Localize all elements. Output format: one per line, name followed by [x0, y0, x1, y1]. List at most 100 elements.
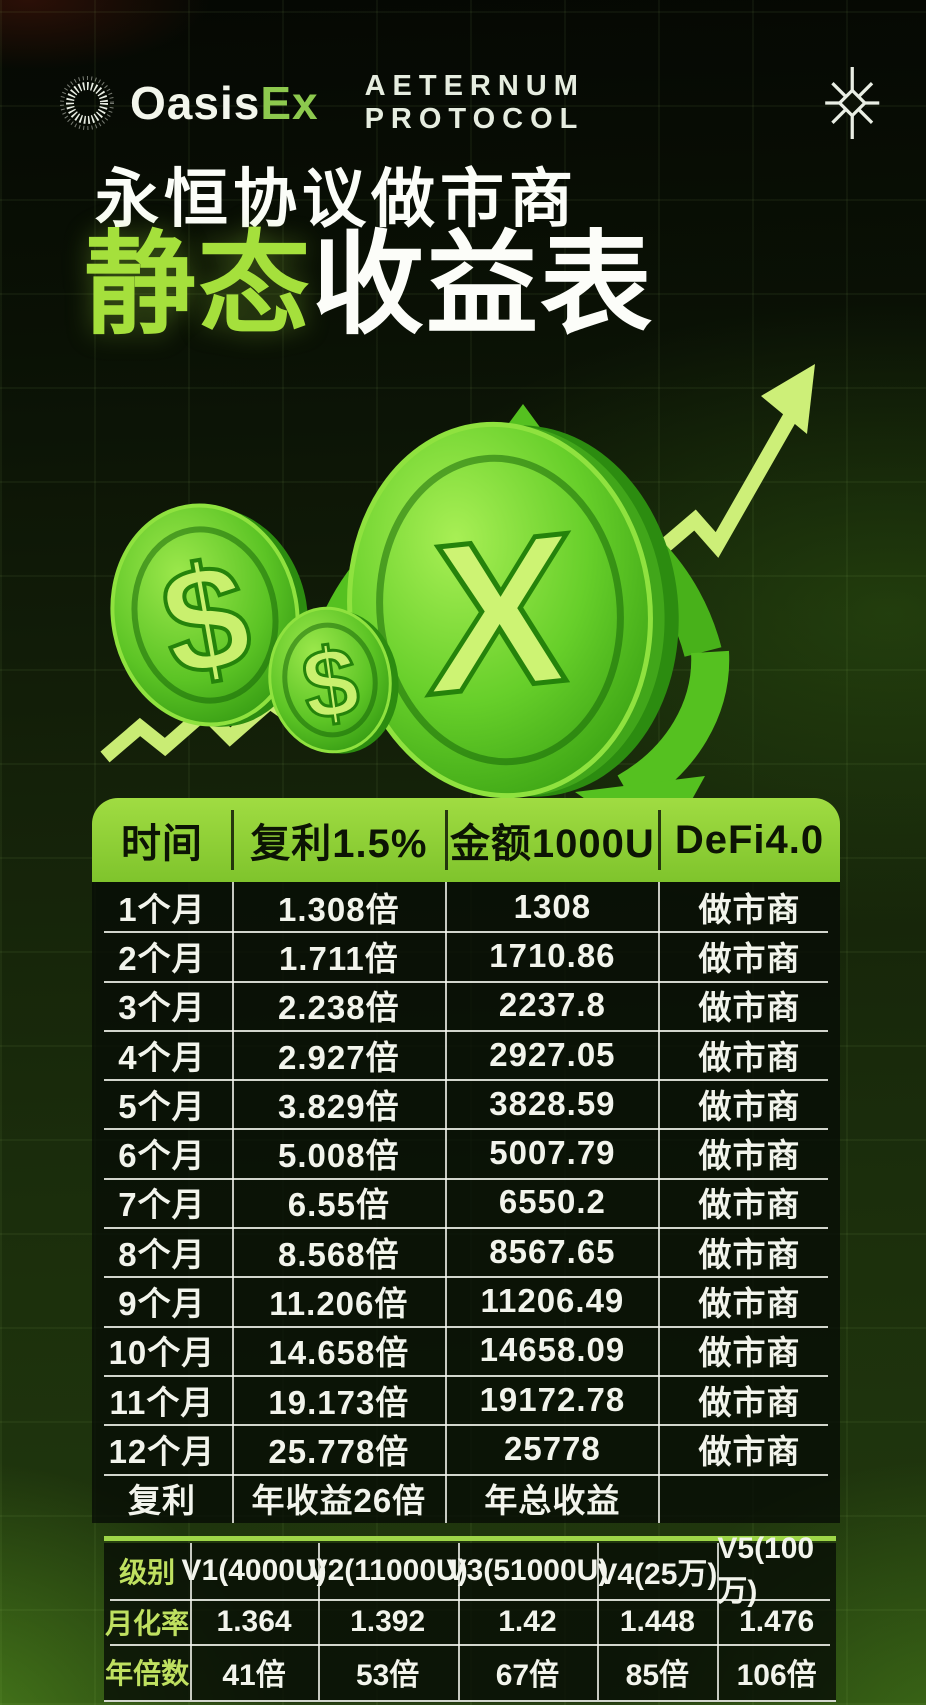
table-row: 6个月 5.008倍 5007.79 做市商 [92, 1128, 840, 1177]
table-row: 3个月 2.238倍 2237.8 做市商 [92, 980, 840, 1030]
table-cell: 1.308倍 [278, 890, 400, 928]
table-cell: 3828.59 [489, 1084, 616, 1122]
table-cell: 19172.78 [479, 1380, 626, 1418]
table-cell: 做市商 [698, 1235, 801, 1273]
table-cell: 11个月 [109, 1383, 215, 1421]
table-row: 8个月 8.568倍 8567.65 做市商 [92, 1227, 840, 1276]
table-cell: V4(25万) [597, 1558, 718, 1591]
table-cell: 1个月 [118, 890, 206, 928]
column-divider [597, 1543, 600, 1700]
row-label-cell: 年倍数 [105, 1658, 190, 1689]
income-header-cell: 金额1000U [444, 798, 659, 882]
column-divider [717, 1543, 720, 1700]
table-cell: 9个月 [118, 1285, 206, 1323]
title-white-part: 收益表 [312, 222, 654, 347]
table-cell: 2个月 [118, 939, 206, 977]
protocol-wordmark: AETERNUM PROTOCOL [364, 70, 585, 135]
table-cell: V2(11000U) [307, 1554, 468, 1587]
table-cell [659, 1474, 840, 1523]
table-cell: 12个月 [108, 1432, 216, 1470]
table-row: 4个月 2.927倍 2927.05 做市商 [92, 1029, 840, 1079]
starburst-icon [824, 66, 879, 140]
table-row: 1个月 1.308倍 1308 做市商 [92, 882, 840, 931]
oasisex-logo: OasisEx [58, 74, 319, 132]
table-cell: 做市商 [698, 890, 801, 928]
table-cell: 4个月 [118, 1038, 206, 1076]
title-green-part: 静态 [84, 222, 312, 347]
table-cell: V5(100万) [717, 1532, 815, 1608]
table-cell: 做市商 [698, 1137, 801, 1175]
table-cell: 1.448 [619, 1604, 695, 1638]
ex-word: Ex [260, 77, 319, 129]
income-table: 时间 复利1.5% 金额1000U DeFi4.0 1个月 1.308倍 1308 做市商 2… [92, 798, 840, 1523]
table-cell: 14.658倍 [268, 1334, 410, 1372]
table-cell: 年收益26倍 [251, 1482, 427, 1520]
income-table-body: 1个月 1.308倍 1308 做市商 2个月 1.711倍 1710.86 做市商 3个月 2.… [92, 882, 840, 1523]
table-cell: 1.711倍 [278, 939, 399, 977]
income-table-header: 时间 复利1.5% 金额1000U DeFi4.0 [92, 798, 840, 882]
table-row: 2个月 1.711倍 1710.86 做市商 [92, 931, 840, 980]
table-cell: 复利 [127, 1482, 196, 1520]
table-cell: 2237.8 [498, 986, 606, 1024]
table-cell: 2.927倍 [278, 1038, 400, 1076]
column-divider [445, 882, 448, 1523]
row-label-cell: 月化率 [105, 1607, 190, 1639]
table-cell: 25.778倍 [268, 1432, 410, 1470]
table-cell: 5007.79 [489, 1134, 616, 1172]
table-cell: 做市商 [698, 939, 801, 977]
row-label-cell: 级别 [119, 1557, 176, 1588]
income-header-cell: 复利1.5% [230, 798, 446, 882]
table-cell: 做市商 [698, 1334, 801, 1372]
table-cell: 8567.65 [489, 1232, 616, 1270]
table-cell: 1.364 [216, 1604, 292, 1638]
dollar-coin: $ [110, 503, 309, 727]
table-cell: 25778 [504, 1429, 601, 1467]
table-cell: 11206.49 [480, 1282, 625, 1320]
table-cell: 67倍 [495, 1659, 560, 1692]
table-row: 级别 V1(4000U) V2(11000U) V3(51000U) V4(25万) V5… [104, 1532, 836, 1608]
table-cell: 5.008倍 [278, 1137, 400, 1175]
table-cell: 做市商 [698, 1038, 801, 1076]
x-coin: X [347, 421, 679, 799]
table-row: 11个月 19.173倍 19172.78 做市商 [92, 1374, 840, 1424]
table-cell: 1.392 [350, 1604, 426, 1638]
table-cell: 做市商 [698, 989, 801, 1027]
table-cell: 53倍 [355, 1659, 420, 1692]
column-divider [658, 882, 661, 1523]
aeternum-protocol-logo: AETERNUM PROTOCOL [365, 60, 886, 146]
table-cell: 14658.09 [479, 1331, 626, 1369]
oasisex-wordmark: OasisEx [130, 76, 319, 130]
column-divider [317, 1543, 320, 1700]
table-cell: 5个月 [118, 1087, 206, 1125]
table-cell: 3.829倍 [278, 1087, 400, 1125]
table-cell: 6个月 [118, 1137, 206, 1175]
dollar-coin-small: $ [268, 606, 399, 754]
green-divider [104, 1536, 836, 1541]
table-cell: 3个月 [118, 989, 206, 1027]
table-cell: 年总收益 [484, 1482, 621, 1520]
table-cell: V1(4000U) [181, 1554, 327, 1587]
table-cell: V3(51000U) [446, 1554, 609, 1587]
table-row: 5个月 3.829倍 3828.59 做市商 [92, 1079, 840, 1128]
table-cell: 8个月 [118, 1235, 206, 1273]
table-cell: 做市商 [698, 1383, 801, 1421]
table-cell: 6550.2 [498, 1183, 606, 1221]
brand-row: OasisEx AETERNUM PROTOCOL [58, 60, 886, 146]
table-cell: 19.173倍 [268, 1383, 410, 1421]
column-divider [457, 1543, 460, 1700]
table-cell: 做市商 [698, 1186, 801, 1224]
table-cell: 6.55倍 [287, 1186, 390, 1224]
oasis-word: Oasis [130, 77, 261, 129]
table-cell: 8.568倍 [278, 1235, 400, 1273]
table-cell: 做市商 [698, 1087, 801, 1125]
table-cell: 2.238倍 [278, 989, 400, 1027]
trend-up-arrow [635, 364, 815, 573]
table-cell: 11.206倍 [269, 1285, 409, 1323]
table-cell: 41倍 [222, 1659, 286, 1692]
table-row: 10个月 14.658倍 14658.09 做市商 [92, 1325, 840, 1375]
column-divider [231, 882, 234, 1523]
table-row: 9个月 11.206倍 11206.49 做市商 [92, 1276, 840, 1325]
page-title: 静态收益表 [84, 222, 654, 347]
table-cell: 1710.86 [489, 936, 616, 974]
table-cell: 106倍 [736, 1659, 817, 1692]
